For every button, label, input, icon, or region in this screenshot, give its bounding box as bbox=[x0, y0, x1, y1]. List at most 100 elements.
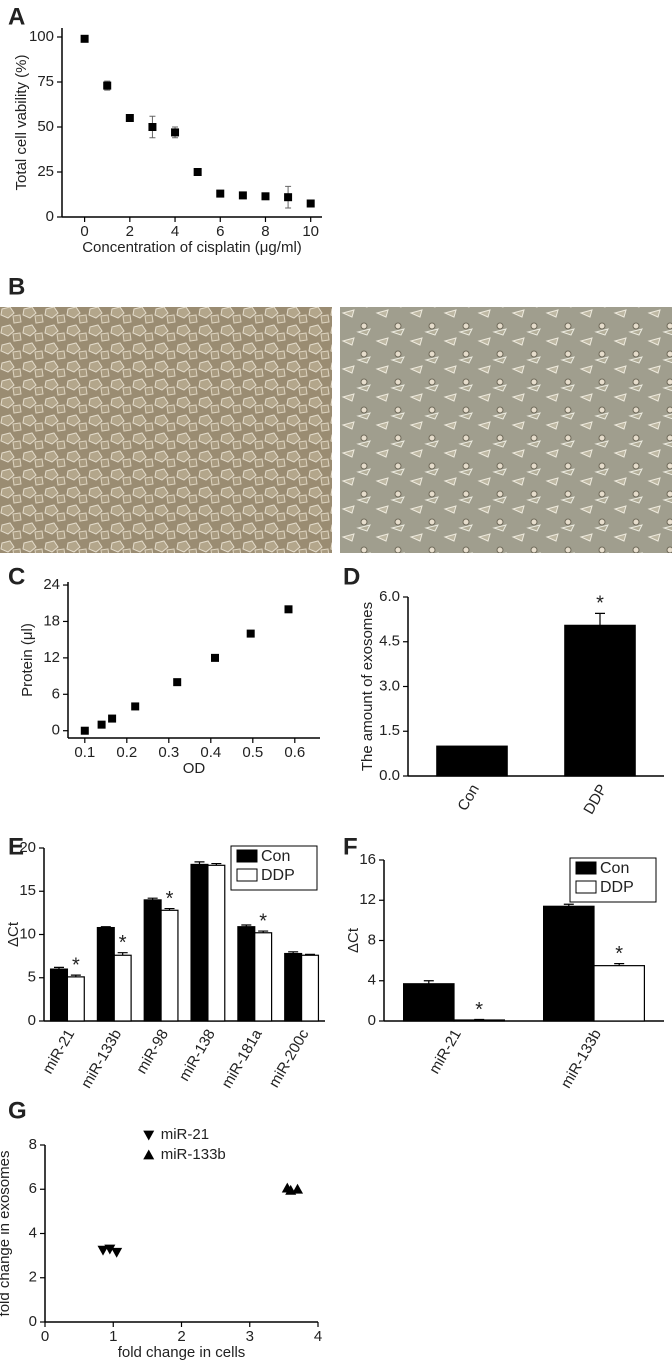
x-axis-label: fold change in cells bbox=[118, 1344, 246, 1361]
y-tick-label: 0 bbox=[52, 722, 60, 739]
x-tick-label: 0 bbox=[80, 223, 88, 240]
error-bar bbox=[117, 952, 128, 956]
error-bar bbox=[241, 924, 252, 927]
error-bar bbox=[595, 612, 605, 626]
y-tick-label: 6 bbox=[52, 685, 60, 702]
panel-label: D bbox=[343, 563, 360, 590]
point bbox=[211, 653, 219, 662]
point bbox=[104, 1244, 116, 1255]
error-bar bbox=[563, 903, 574, 907]
point bbox=[80, 726, 89, 735]
error-bar bbox=[258, 930, 269, 933]
y-tick-label: 0 bbox=[46, 208, 54, 225]
panel-label: A bbox=[8, 3, 25, 30]
x-tick-label: 4 bbox=[314, 1328, 322, 1345]
y-axis-label: fold change in exosomes bbox=[0, 1151, 13, 1317]
x-tick-label: miR-133b bbox=[78, 1026, 125, 1091]
panel-label: E bbox=[8, 833, 24, 860]
bar bbox=[49, 968, 69, 1022]
legend-marker bbox=[143, 1149, 155, 1160]
y-tick-label: 15 bbox=[19, 882, 36, 899]
legend-label: miR-21 bbox=[161, 1126, 209, 1143]
bar bbox=[300, 954, 320, 1022]
point bbox=[246, 629, 255, 638]
significance: * bbox=[615, 943, 623, 965]
bar bbox=[436, 745, 508, 777]
y-tick-label: 10 bbox=[19, 925, 36, 942]
y-tick-label: 100 bbox=[29, 28, 54, 45]
point bbox=[284, 193, 293, 202]
bar bbox=[113, 954, 132, 1022]
bar bbox=[254, 932, 273, 1022]
bar bbox=[143, 899, 162, 1022]
y-tick-label: 6.0 bbox=[379, 588, 400, 605]
point bbox=[103, 81, 112, 90]
point bbox=[284, 605, 293, 614]
x-tick-label: DDP bbox=[580, 781, 611, 817]
point bbox=[80, 34, 89, 43]
y-axis-label: ΔCt bbox=[345, 927, 362, 953]
point bbox=[125, 114, 134, 122]
significance: * bbox=[166, 888, 174, 910]
y-tick-label: 50 bbox=[37, 118, 54, 135]
significance: * bbox=[119, 932, 127, 954]
y-tick-label: 16 bbox=[359, 851, 376, 868]
x-tick-label: 2 bbox=[126, 223, 134, 240]
x-tick-label: 3 bbox=[246, 1328, 254, 1345]
y-tick-label: 4 bbox=[29, 1224, 37, 1241]
y-axis-label: The amount of exosomes bbox=[359, 602, 376, 771]
significance: * bbox=[475, 999, 483, 1021]
error-bar bbox=[194, 861, 205, 865]
point bbox=[238, 191, 247, 200]
y-axis-label: Total cell vability (%) bbox=[13, 55, 30, 191]
bar bbox=[237, 926, 256, 1022]
y-axis-label: ΔCt bbox=[5, 921, 22, 947]
micrograph bbox=[340, 307, 672, 553]
point bbox=[261, 192, 270, 201]
bar bbox=[66, 976, 85, 1022]
point bbox=[111, 1247, 123, 1258]
point bbox=[97, 1245, 109, 1256]
x-tick-label: 2 bbox=[177, 1328, 185, 1345]
legend-marker bbox=[143, 1130, 155, 1141]
x-tick-label: miR-21 bbox=[426, 1026, 465, 1076]
error-bar bbox=[288, 951, 299, 954]
x-tick-label: 0 bbox=[41, 1328, 49, 1345]
bar bbox=[593, 965, 646, 1022]
x-tick-label: miR-200c bbox=[266, 1026, 313, 1091]
y-tick-label: 0 bbox=[28, 1012, 36, 1029]
significance: * bbox=[596, 593, 604, 615]
y-tick-label: 20 bbox=[19, 839, 36, 856]
error-bar bbox=[474, 1018, 485, 1021]
x-tick-label: 8 bbox=[261, 223, 269, 240]
point bbox=[193, 168, 202, 176]
micrograph bbox=[0, 307, 332, 553]
error-bar bbox=[53, 966, 64, 970]
panel-label: B bbox=[8, 273, 25, 300]
y-tick-label: 3.0 bbox=[379, 677, 400, 694]
y-tick-label: 24 bbox=[43, 576, 60, 593]
bar bbox=[284, 952, 303, 1022]
panel-label: F bbox=[343, 833, 358, 860]
y-tick-label: 0 bbox=[368, 1012, 376, 1029]
x-tick-label: 0.4 bbox=[200, 744, 221, 761]
x-axis-label: OD bbox=[183, 760, 206, 777]
error-bar bbox=[423, 980, 434, 984]
significance: * bbox=[259, 910, 267, 932]
bar bbox=[207, 864, 226, 1022]
point bbox=[173, 678, 182, 687]
legend-label: DDP bbox=[261, 867, 295, 884]
x-tick-label: 0.1 bbox=[74, 744, 95, 761]
x-tick-label: miR-138 bbox=[176, 1026, 219, 1084]
bar bbox=[190, 863, 209, 1022]
x-tick-label: 0.5 bbox=[242, 744, 263, 761]
panel-label: G bbox=[8, 1097, 27, 1124]
x-tick-label: 0.2 bbox=[116, 744, 137, 761]
y-tick-label: 5 bbox=[28, 969, 36, 986]
point bbox=[97, 720, 106, 729]
x-tick-label: 4 bbox=[171, 223, 179, 240]
error-bar bbox=[70, 974, 81, 977]
error-bar bbox=[305, 953, 316, 956]
